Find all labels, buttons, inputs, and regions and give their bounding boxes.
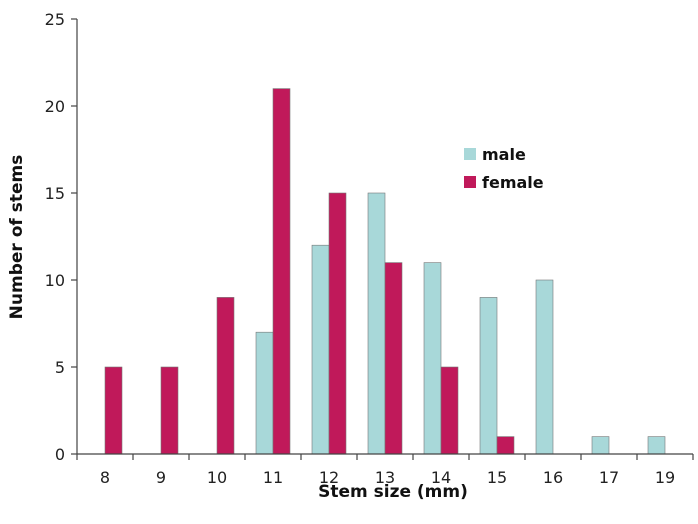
bars-group bbox=[104, 88, 666, 455]
x-tick-label: 16 bbox=[543, 468, 563, 487]
bar-female-12 bbox=[328, 192, 347, 455]
x-tick-label: 9 bbox=[156, 468, 166, 487]
x-tick-label: 10 bbox=[207, 468, 227, 487]
legend-swatch-male bbox=[464, 148, 476, 160]
y-tick-label: 10 bbox=[45, 271, 65, 290]
y-axis-title: Number of stems bbox=[7, 155, 27, 320]
y-tick-label: 20 bbox=[45, 97, 65, 116]
y-axis-ticks: 0 5 10 15 20 25 bbox=[45, 10, 77, 464]
bar-male-15 bbox=[479, 297, 498, 455]
bar-male-17 bbox=[591, 436, 610, 455]
x-tick-label: 11 bbox=[263, 468, 283, 487]
bar-male-11 bbox=[255, 331, 274, 455]
legend-label-female: female bbox=[482, 173, 544, 192]
x-tick-label: 15 bbox=[487, 468, 507, 487]
bar-female-14 bbox=[440, 366, 459, 455]
y-tick-label: 5 bbox=[55, 358, 65, 377]
bar-female-11 bbox=[272, 88, 291, 455]
x-tick-label: 14 bbox=[431, 468, 451, 487]
legend: male female bbox=[464, 145, 544, 192]
x-tick-label: 12 bbox=[319, 468, 339, 487]
x-tick-label: 13 bbox=[375, 468, 395, 487]
x-tick-label: 17 bbox=[599, 468, 619, 487]
bar-male-14 bbox=[423, 262, 442, 455]
bar-male-16 bbox=[535, 279, 554, 455]
x-tick-label: 19 bbox=[655, 468, 675, 487]
y-tick-label: 15 bbox=[45, 184, 65, 203]
bar-female-8 bbox=[104, 366, 123, 455]
bar-male-13 bbox=[367, 192, 386, 455]
legend-swatch-female bbox=[464, 176, 476, 188]
bar-male-12 bbox=[311, 244, 330, 455]
legend-label-male: male bbox=[482, 145, 526, 164]
bar-male-19 bbox=[647, 436, 666, 455]
x-tick-label: 8 bbox=[100, 468, 110, 487]
bar-female-13 bbox=[384, 262, 403, 455]
bar-female-15 bbox=[496, 436, 515, 455]
bar-female-10 bbox=[216, 297, 235, 455]
bar-female-9 bbox=[160, 366, 179, 455]
x-axis-title: Stem size (mm) bbox=[318, 482, 468, 502]
x-axis-ticks: 8 9 10 11 12 13 14 15 16 17 19 bbox=[76, 454, 694, 487]
y-tick-label: 25 bbox=[45, 10, 65, 29]
y-tick-label: 0 bbox=[55, 445, 65, 464]
